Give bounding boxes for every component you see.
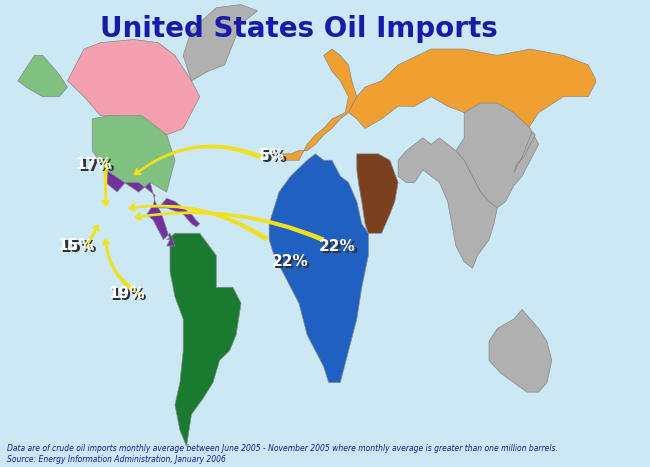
Polygon shape bbox=[159, 198, 200, 227]
Text: 22%: 22% bbox=[319, 239, 356, 254]
Polygon shape bbox=[166, 234, 241, 446]
Polygon shape bbox=[269, 154, 369, 382]
Polygon shape bbox=[105, 170, 175, 246]
Polygon shape bbox=[489, 310, 552, 392]
Polygon shape bbox=[456, 103, 539, 208]
Text: 15%: 15% bbox=[58, 238, 94, 253]
Text: 17%: 17% bbox=[75, 157, 112, 172]
Text: 15%: 15% bbox=[60, 240, 96, 255]
Text: 5%: 5% bbox=[259, 148, 285, 163]
Text: 22%: 22% bbox=[322, 241, 358, 256]
Polygon shape bbox=[282, 49, 357, 160]
Text: 22%: 22% bbox=[272, 254, 308, 269]
Text: 17%: 17% bbox=[78, 159, 114, 174]
Polygon shape bbox=[398, 138, 497, 268]
Text: Data are of crude oil imports monthly average between June 2005 - November 2005 : Data are of crude oil imports monthly av… bbox=[7, 444, 558, 453]
Polygon shape bbox=[357, 154, 398, 234]
Text: United States Oil Imports: United States Oil Imports bbox=[100, 15, 498, 43]
Text: 19%: 19% bbox=[111, 288, 147, 303]
Text: Source: Energy Information Administration, January 2006: Source: Energy Information Administratio… bbox=[7, 455, 226, 464]
Polygon shape bbox=[348, 49, 597, 144]
Polygon shape bbox=[18, 56, 68, 97]
Text: 19%: 19% bbox=[108, 286, 144, 301]
Text: 5%: 5% bbox=[261, 150, 287, 165]
Polygon shape bbox=[68, 40, 200, 138]
Polygon shape bbox=[183, 5, 257, 81]
Polygon shape bbox=[92, 116, 175, 192]
Polygon shape bbox=[514, 132, 536, 173]
Text: 22%: 22% bbox=[274, 256, 311, 271]
